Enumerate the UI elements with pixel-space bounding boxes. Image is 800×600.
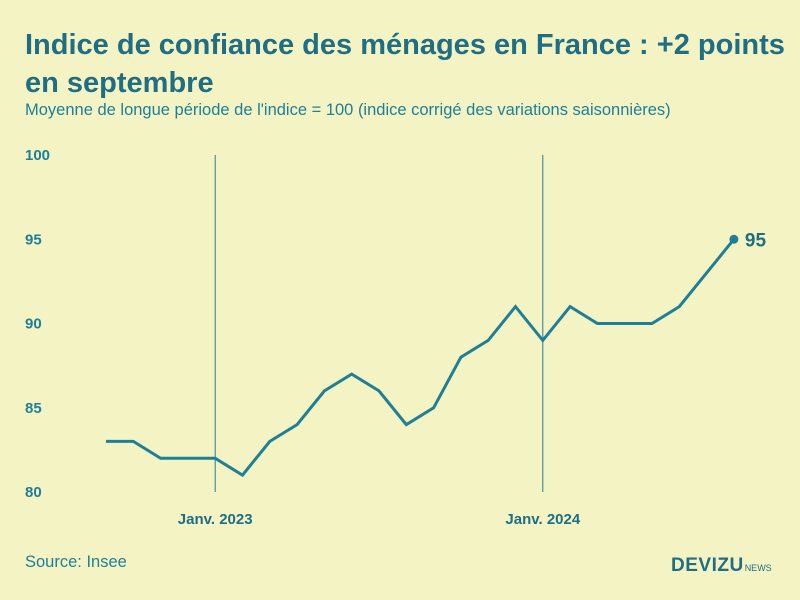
end-value-label: 95	[745, 230, 767, 251]
y-axis: 80 85 90 95 100	[25, 147, 50, 501]
series-line	[106, 238, 736, 478]
source-note: Source: Insee	[25, 553, 127, 571]
series-group: 95	[106, 230, 767, 478]
y-tick-label: 90	[25, 316, 42, 333]
y-tick-label: 95	[25, 231, 42, 248]
y-tick-label: 100	[25, 147, 50, 164]
y-tick-label: 85	[25, 400, 42, 417]
logo-main-text: DEVIZU	[671, 555, 744, 576]
y-tick-label: 80	[25, 484, 42, 501]
end-point-marker	[729, 234, 739, 244]
x-tick-label: Janv. 2024	[505, 511, 580, 528]
x-reference-lines	[214, 155, 544, 492]
x-tick-label: Janv. 2023	[178, 511, 253, 528]
x-axis: Janv. 2023 Janv. 2024	[178, 511, 581, 528]
chart-title: Indice de confiance des ménages en Franc…	[25, 29, 785, 99]
devizu-logo: DEVIZUNEWS	[671, 555, 772, 577]
chart-subtitle: Moyenne de longue période de l'indice = …	[25, 101, 671, 119]
logo-sub-text: NEWS	[744, 563, 772, 573]
